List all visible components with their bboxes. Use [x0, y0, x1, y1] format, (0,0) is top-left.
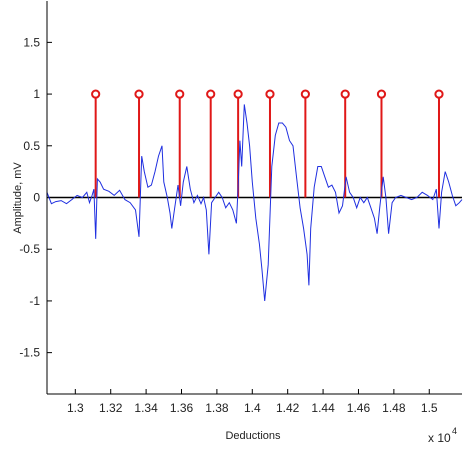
- stem-marker: [91, 89, 101, 99]
- axes-frame: [46, 1, 462, 395]
- y-axis-title: Amplitude, mV: [12, 162, 24, 234]
- signal-line: [46, 104, 463, 301]
- x-tick-label: 1.44: [311, 401, 335, 415]
- y-tick-label: -1: [29, 294, 40, 308]
- stem-marker: [134, 89, 144, 99]
- stem-marker: [340, 89, 350, 99]
- stem-marker: [376, 89, 387, 99]
- x-axis-ticks: 1.3 1.32 1.34 1.36 1.38 1.4 1.42 1.44 1.46 1.48 1.…: [67, 389, 438, 415]
- x-tick-label: 1.48: [382, 401, 406, 415]
- x-multiplier-exponent: 4: [452, 426, 457, 436]
- stem-marker: [175, 89, 185, 99]
- x-tick-label: 1.32: [99, 401, 123, 415]
- stem-marker: [300, 89, 310, 99]
- x-multiplier-label: x 10: [428, 431, 451, 445]
- x-tick-label: 1.46: [347, 401, 371, 415]
- x-tick-label: 1.5: [421, 401, 438, 415]
- stem-marker: [206, 89, 216, 99]
- y-tick-label: 0: [33, 191, 40, 205]
- y-tick-label: -0.5: [19, 242, 40, 256]
- y-tick-label: 1: [33, 87, 40, 101]
- x-tick-label: 1.42: [276, 401, 300, 415]
- y-axis-ticks: -1.5 -1 -0.5 0 0.5 1 1.5: [19, 35, 52, 360]
- x-tick-label: 1.3: [67, 401, 84, 415]
- y-tick-label: -1.5: [19, 346, 40, 360]
- stem-marker: [233, 89, 243, 99]
- y-tick-label: 1.5: [23, 35, 40, 49]
- stem-marker: [434, 89, 444, 99]
- x-axis-title: Deductions: [225, 430, 281, 442]
- x-tick-label: 1.4: [244, 401, 261, 415]
- stem-marker: [265, 89, 275, 99]
- y-tick-label: 0.5: [23, 139, 40, 153]
- x-tick-label: 1.34: [134, 401, 158, 415]
- x-tick-label: 1.38: [205, 401, 229, 415]
- x-tick-label: 1.36: [170, 401, 194, 415]
